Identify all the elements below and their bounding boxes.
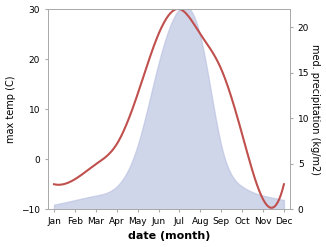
Y-axis label: med. precipitation (kg/m2): med. precipitation (kg/m2) [310, 44, 320, 175]
X-axis label: date (month): date (month) [128, 231, 210, 242]
Y-axis label: max temp (C): max temp (C) [6, 75, 16, 143]
